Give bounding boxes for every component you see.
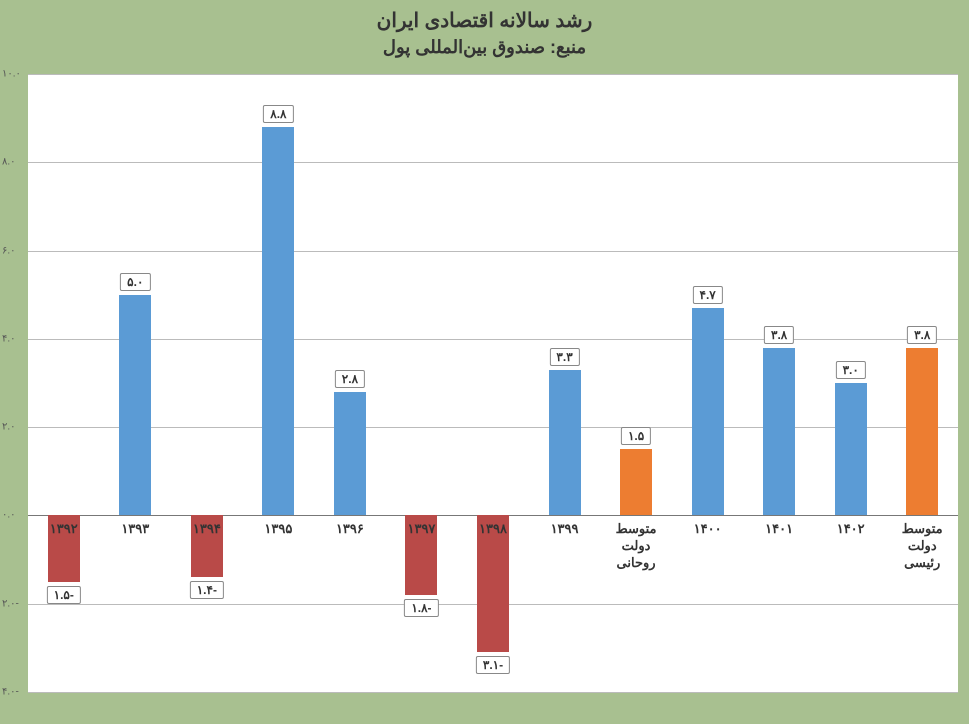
gridline (28, 339, 958, 340)
y-axis-tick-label: ۸.۰ (2, 157, 28, 168)
bar-value-label: ۳.۳ (549, 348, 579, 366)
bar-value-label: ۱.۸- (404, 599, 438, 617)
x-axis-tick-label: ۱۳۹۷ (407, 521, 435, 538)
bar (620, 449, 652, 515)
bar (549, 370, 581, 516)
gridline (28, 692, 958, 693)
y-axis-tick-label: ۶.۰ (2, 245, 28, 256)
chart-title: رشد سالانه اقتصادی ایران (0, 8, 969, 33)
x-axis-tick-label: ۱۳۹۲ (50, 521, 78, 538)
x-axis-tick-label: ۱۴۰۱ (765, 521, 793, 538)
bar-value-label: ۸.۸ (263, 105, 293, 123)
bar (692, 308, 724, 515)
chart-plot-area: ۴.۰-۲.۰-۰.۰۲.۰۴.۰۶.۰۸.۰۱۰.۰۱.۵-۱۳۹۲۵.۰۱۳… (28, 74, 958, 692)
x-axis-tick-label: ۱۳۹۸ (479, 521, 507, 538)
gridline (28, 251, 958, 252)
x-axis-tick-label: ۱۳۹۳ (121, 521, 149, 538)
bar-value-label: ۳.۸ (764, 326, 794, 344)
x-axis-tick-label: ۱۳۹۹ (551, 521, 579, 538)
bar-value-label: ۴.۷ (692, 286, 722, 304)
gridline (28, 427, 958, 428)
bar (835, 383, 867, 515)
y-axis-tick-label: ۱۰.۰ (2, 69, 28, 80)
bar-value-label: ۳.۱- (476, 656, 510, 674)
bar-value-label: ۵.۰ (120, 273, 150, 291)
y-axis-tick-label: ۰.۰ (2, 510, 28, 521)
bar-value-label: ۲.۸ (335, 370, 365, 388)
x-axis-tick-label: ۱۳۹۶ (336, 521, 364, 538)
y-axis-tick-label: ۴.۰- (2, 687, 28, 698)
bar (334, 392, 366, 516)
y-axis-tick-label: ۴.۰ (2, 333, 28, 344)
bar (906, 348, 938, 516)
bar-value-label: ۱.۵ (621, 427, 651, 445)
bar-value-label: ۳.۰ (836, 361, 866, 379)
gridline (28, 162, 958, 163)
bar (262, 127, 294, 515)
x-axis-tick-label: ۱۳۹۵ (264, 521, 292, 538)
bar (763, 348, 795, 516)
x-axis-tick-label: ۱۳۹۴ (193, 521, 221, 538)
chart-subtitle: منبع: صندوق بین‌المللی پول (0, 37, 969, 58)
y-axis-tick-label: ۲.۰- (2, 598, 28, 609)
bar-value-label: ۱.۴- (190, 581, 224, 599)
bar (119, 295, 151, 516)
y-axis-tick-label: ۲.۰ (2, 422, 28, 433)
x-axis-tick-label: ۱۴۰۰ (694, 521, 722, 538)
gridline (28, 74, 958, 75)
x-axis-tick-label: متوسطدولتروحانی (606, 521, 666, 572)
bar-value-label: ۱.۵- (47, 586, 81, 604)
bar-value-label: ۳.۸ (907, 326, 937, 344)
x-axis-tick-label: متوسطدولترئیسی (892, 521, 952, 572)
x-axis-tick-label: ۱۴۰۲ (837, 521, 865, 538)
